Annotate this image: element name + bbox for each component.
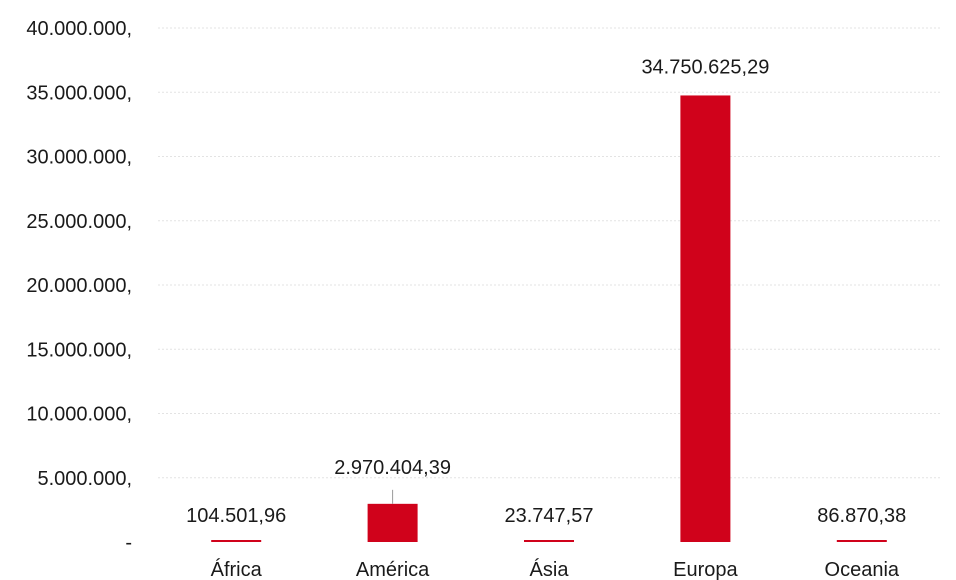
y-tick-label: 30.000.000,	[26, 147, 132, 169]
y-tick-label: 40.000.000,	[26, 18, 132, 40]
data-label: 34.750.625,29	[641, 56, 769, 78]
data-label: 86.870,38	[817, 505, 906, 527]
bar	[211, 540, 262, 542]
category-label: Oceania	[825, 559, 900, 580]
bar	[836, 540, 887, 542]
data-label: 2.970.404,39	[334, 457, 451, 479]
bar	[524, 540, 574, 542]
category-label: América	[356, 559, 430, 580]
data-labels: 104.501,96 2.970.404,39 23.747,57 34.750.62…	[186, 56, 906, 527]
category-label: África	[211, 558, 263, 580]
bar	[367, 503, 418, 542]
gridlines	[158, 27, 940, 479]
data-label: 104.501,96	[186, 505, 286, 527]
y-tick-label: 35.000.000,	[26, 82, 132, 104]
bars	[211, 95, 887, 542]
y-tick-label: -	[125, 532, 132, 554]
x-axis-category-labels: África América Ásia Europa Oceania	[211, 558, 900, 580]
category-label: Europa	[673, 559, 738, 580]
category-label: Ásia	[530, 558, 570, 580]
bar	[680, 95, 731, 542]
y-tick-label: 20.000.000,	[26, 275, 132, 297]
y-axis-tick-labels: - 5.000.000, 10.000.000, 15.000.000, 20.000.…	[26, 18, 132, 554]
y-tick-label: 15.000.000,	[26, 339, 132, 361]
y-tick-label: 10.000.000,	[26, 404, 132, 426]
y-tick-label: 25.000.000,	[26, 211, 132, 233]
data-label: 23.747,57	[505, 505, 594, 527]
y-tick-label: 5.000.000,	[37, 468, 132, 490]
